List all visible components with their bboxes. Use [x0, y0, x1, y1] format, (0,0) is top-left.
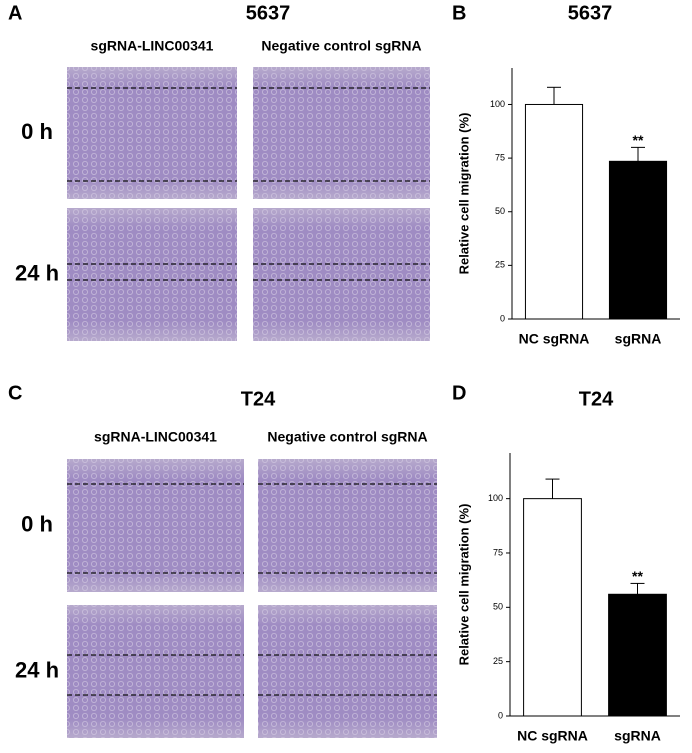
- panel-letter: B: [452, 2, 466, 24]
- x-tick-label: NC sgRNA: [517, 728, 588, 744]
- micrograph-texture: [67, 208, 237, 341]
- y-axis-label: Relative cell migration (%): [456, 504, 471, 666]
- panel-letter: D: [452, 382, 466, 404]
- y-axis-label: Relative cell migration (%): [456, 113, 471, 275]
- micrograph-texture: [258, 605, 437, 738]
- panel-letter: A: [8, 2, 22, 24]
- bar: [524, 103, 584, 320]
- panel-title: 5637: [246, 2, 291, 24]
- column-header: Negative control sgRNA: [261, 38, 421, 54]
- panel-letter: C: [8, 382, 22, 404]
- x-tick-label: sgRNA: [614, 728, 661, 744]
- y-tick-label: 25: [493, 656, 503, 666]
- y-tick-label: 100: [490, 99, 505, 109]
- micrograph-texture: [67, 67, 237, 199]
- y-tick-label: 75: [493, 547, 503, 557]
- micrograph-texture: [253, 67, 430, 199]
- y-tick-label: 0: [500, 313, 505, 323]
- x-tick-label: NC sgRNA: [519, 331, 590, 347]
- micrograph-texture: [253, 208, 430, 341]
- row-label: 0 h: [21, 119, 53, 144]
- column-header: sgRNA-LINC00341: [91, 38, 214, 54]
- column-header: Negative control sgRNA: [267, 429, 427, 445]
- micrograph-texture: [67, 459, 244, 592]
- bar: [523, 498, 582, 717]
- y-tick-label: 50: [493, 602, 503, 612]
- y-tick-label: 100: [488, 493, 503, 503]
- y-tick-label: 75: [495, 152, 505, 162]
- micrograph-texture: [67, 605, 244, 738]
- column-header: sgRNA-LINC00341: [94, 429, 217, 445]
- bar: [608, 593, 667, 717]
- y-tick-label: 50: [495, 206, 505, 216]
- bar: [608, 160, 668, 320]
- row-label: 24 h: [15, 260, 59, 285]
- y-tick-label: 0: [498, 710, 503, 720]
- panel-title: T24: [241, 388, 276, 410]
- significance: **: [632, 568, 643, 584]
- chart-title: T24: [579, 388, 614, 410]
- chart-title: 5637: [568, 2, 613, 24]
- x-tick-label: sgRNA: [615, 331, 662, 347]
- row-label: 0 h: [21, 511, 53, 536]
- micrograph-texture: [258, 459, 437, 592]
- row-label: 24 h: [15, 657, 59, 682]
- y-tick-label: 25: [495, 260, 505, 270]
- significance: **: [633, 132, 644, 148]
